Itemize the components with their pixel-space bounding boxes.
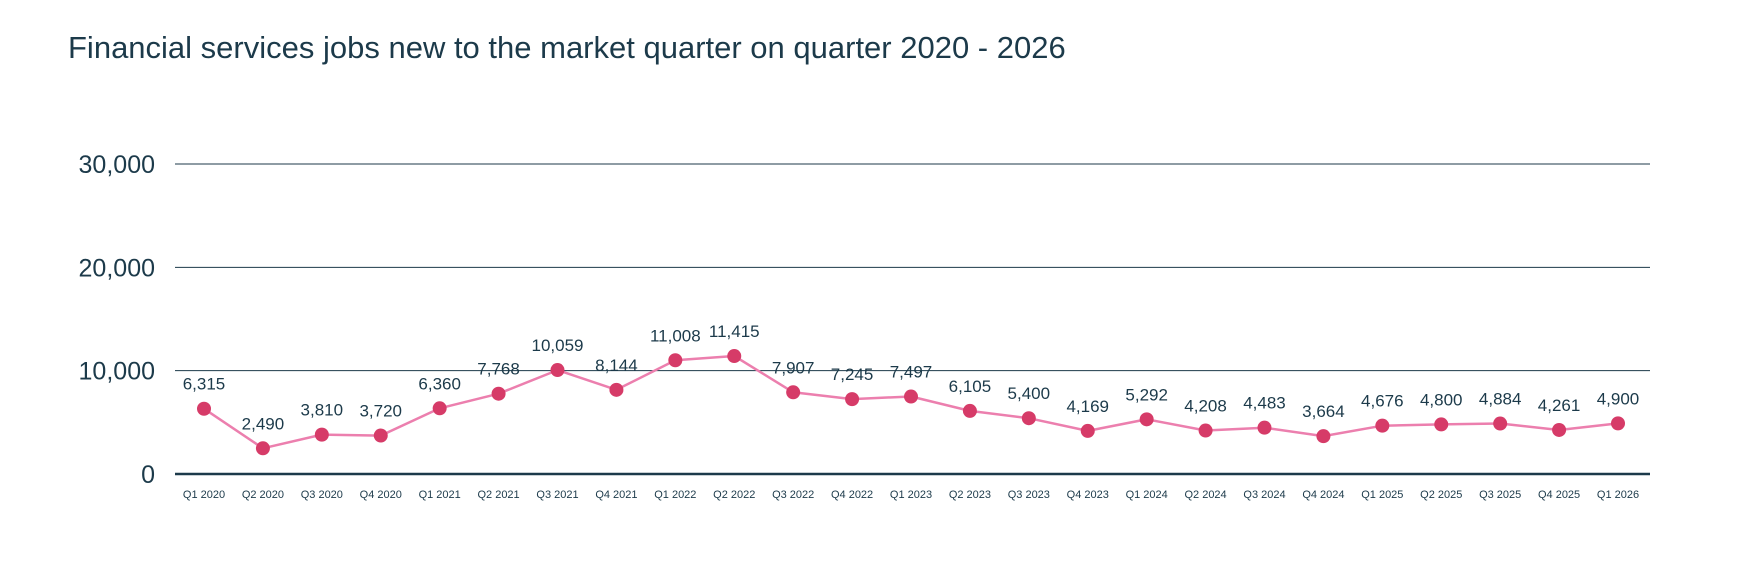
data-label: 11,008 — [650, 326, 701, 345]
data-label: 4,169 — [1066, 397, 1109, 416]
data-label: 7,245 — [831, 365, 874, 384]
data-label: 11,415 — [709, 322, 760, 341]
data-label: 4,676 — [1361, 392, 1404, 411]
data-point — [1021, 411, 1036, 426]
data-point — [1552, 422, 1567, 437]
data-label: 8,144 — [595, 356, 638, 375]
data-point — [1139, 412, 1154, 427]
data-point — [255, 441, 270, 456]
x-tick-label: Q1 2023 — [890, 489, 932, 501]
data-point — [845, 392, 860, 407]
data-point — [432, 401, 447, 416]
data-label: 7,907 — [772, 358, 815, 377]
data-label: 3,720 — [359, 402, 402, 421]
data-point — [314, 427, 329, 442]
x-tick-label: Q2 2021 — [477, 489, 519, 501]
data-point — [1198, 423, 1213, 438]
data-label: 7,497 — [890, 363, 933, 382]
data-label: 4,208 — [1184, 397, 1227, 416]
x-tick-label: Q2 2023 — [949, 489, 991, 501]
data-point — [609, 382, 624, 397]
x-tick-label: Q4 2024 — [1302, 489, 1344, 501]
x-tick-label: Q4 2022 — [831, 489, 873, 501]
data-point — [491, 386, 506, 401]
x-tick-label: Q3 2024 — [1243, 489, 1285, 501]
x-tick-label: Q4 2025 — [1538, 489, 1580, 501]
data-point — [1316, 429, 1331, 444]
data-point — [962, 403, 977, 418]
data-point — [1375, 418, 1390, 433]
x-tick-label: Q3 2022 — [772, 489, 814, 501]
data-label: 4,261 — [1538, 396, 1581, 415]
data-point — [668, 353, 683, 368]
y-tick-label: 0 — [141, 461, 155, 489]
data-point — [1257, 420, 1272, 435]
data-label: 5,292 — [1125, 385, 1168, 404]
x-tick-label: Q1 2020 — [183, 489, 225, 501]
y-tick-label: 10,000 — [79, 358, 155, 386]
x-tick-label: Q2 2025 — [1420, 489, 1462, 501]
y-tick-label: 30,000 — [79, 151, 155, 179]
y-tick-label: 20,000 — [79, 254, 155, 282]
x-tick-label: Q4 2020 — [360, 489, 402, 501]
data-label: 4,884 — [1479, 390, 1522, 409]
data-point — [373, 428, 388, 443]
data-point — [727, 349, 742, 364]
data-label: 5,400 — [1008, 384, 1051, 403]
chart-title: Financial services jobs new to the marke… — [68, 30, 1066, 65]
x-tick-label: Q3 2025 — [1479, 489, 1521, 501]
x-tick-label: Q4 2023 — [1067, 489, 1109, 501]
x-tick-label: Q3 2020 — [301, 489, 343, 501]
data-point — [904, 389, 918, 404]
x-tick-label: Q1 2022 — [654, 489, 696, 501]
data-point — [786, 385, 801, 400]
data-point — [1493, 416, 1508, 431]
x-tick-label: Q2 2024 — [1184, 489, 1226, 501]
data-label: 3,664 — [1302, 402, 1345, 421]
data-label: 2,490 — [242, 414, 285, 433]
x-tick-label: Q1 2021 — [419, 489, 461, 501]
x-tick-label: Q3 2023 — [1008, 489, 1050, 501]
data-label: 6,105 — [949, 377, 992, 396]
x-tick-label: Q2 2020 — [242, 489, 284, 501]
data-label: 3,810 — [301, 401, 344, 420]
data-point — [1611, 416, 1625, 431]
data-point — [1434, 417, 1449, 432]
data-point — [550, 363, 565, 378]
x-tick-label: Q2 2022 — [713, 489, 755, 501]
data-point — [197, 401, 211, 416]
data-label: 4,900 — [1597, 389, 1640, 408]
data-label: 10,059 — [532, 336, 584, 355]
data-label: 4,800 — [1420, 390, 1463, 409]
data-label: 4,483 — [1243, 394, 1286, 413]
data-point — [1080, 423, 1095, 438]
x-tick-label: Q3 2021 — [536, 489, 578, 501]
data-label: 6,360 — [418, 374, 461, 393]
x-tick-label: Q1 2024 — [1126, 489, 1168, 501]
x-tick-label: Q4 2021 — [595, 489, 637, 501]
x-tick-label: Q1 2026 — [1597, 489, 1639, 501]
x-tick-label: Q1 2025 — [1361, 489, 1403, 501]
data-label: 6,315 — [183, 375, 226, 394]
data-label: 7,768 — [477, 360, 520, 379]
